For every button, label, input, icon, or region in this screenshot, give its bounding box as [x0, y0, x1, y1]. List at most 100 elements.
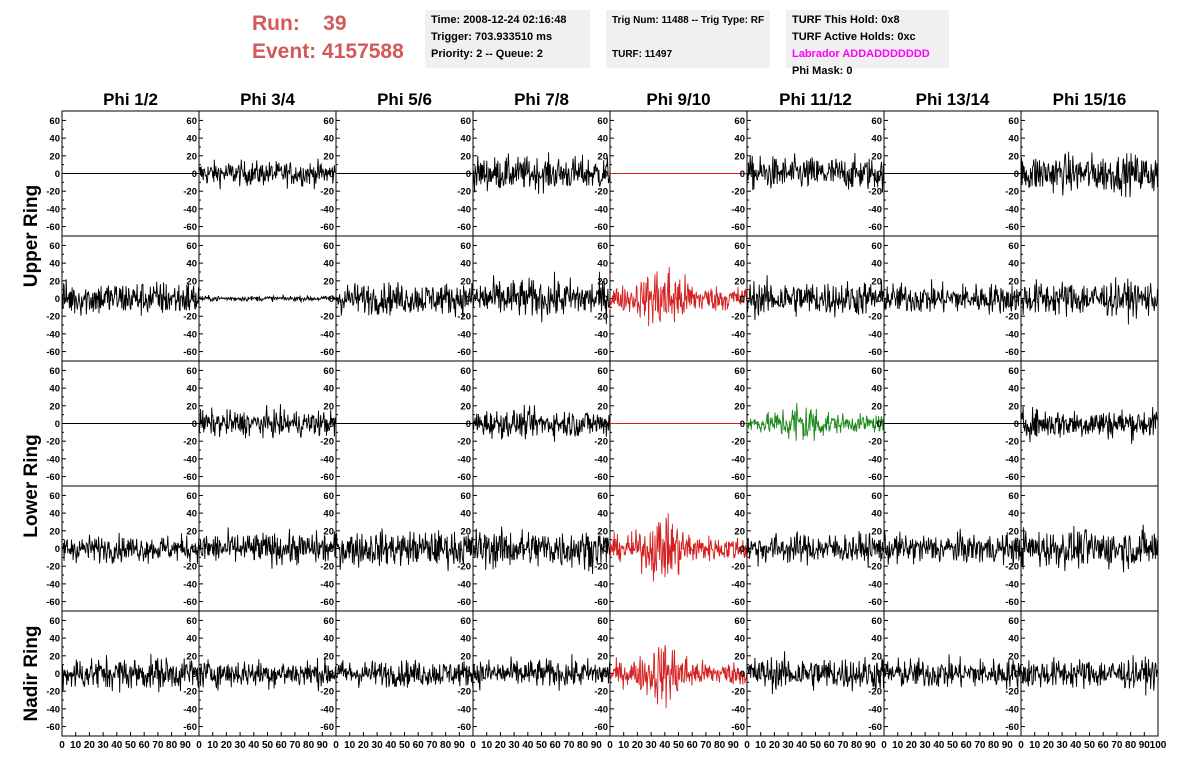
- waveform-trace: [746, 275, 885, 321]
- y-tick-label: -60: [594, 597, 608, 608]
- x-tick-label: 60: [961, 740, 973, 751]
- y-tick-label: -20: [594, 312, 608, 323]
- waveform-trace: [198, 404, 337, 439]
- y-tick-label: -60: [46, 472, 60, 483]
- y-tick-label: 20: [871, 651, 882, 662]
- y-tick-label: 20: [871, 401, 882, 412]
- y-tick-label: 40: [871, 384, 882, 395]
- y-tick-label: -60: [457, 722, 471, 733]
- x-tick-label: 90: [591, 740, 603, 751]
- y-tick-label: -40: [46, 329, 60, 340]
- y-tick-label: -20: [868, 312, 882, 323]
- y-tick-label: -40: [46, 704, 60, 715]
- y-tick-label: 20: [597, 276, 608, 287]
- column-header: Phi 3/4: [240, 90, 295, 109]
- x-tick-label: 60: [824, 740, 836, 751]
- y-tick-label: 0: [55, 669, 60, 680]
- y-tick-label: 20: [597, 651, 608, 662]
- y-tick-label: 0: [1014, 294, 1019, 305]
- y-tick-label: -20: [1005, 437, 1019, 448]
- y-tick-label: -60: [320, 222, 334, 233]
- y-tick-label: -60: [183, 222, 197, 233]
- x-tick-label: 0: [59, 740, 65, 751]
- waveform-trace: [1020, 277, 1159, 325]
- waveform-trace: [472, 152, 611, 195]
- y-tick-label: 60: [49, 491, 60, 502]
- y-tick-label: -20: [183, 312, 197, 323]
- y-tick-label: 0: [1014, 669, 1019, 680]
- y-tick-label: -60: [457, 597, 471, 608]
- y-tick-label: 40: [186, 634, 197, 645]
- y-tick-label: -60: [731, 347, 745, 358]
- y-tick-label: 60: [49, 116, 60, 127]
- x-tick-label: 10: [618, 740, 630, 751]
- y-tick-label: -40: [868, 204, 882, 215]
- x-tick-label: 50: [536, 740, 548, 751]
- x-tick-label: 80: [440, 740, 452, 751]
- y-tick-label: 20: [1008, 526, 1019, 537]
- x-tick-label: 20: [906, 740, 918, 751]
- y-tick-label: 40: [323, 134, 334, 145]
- y-tick-label: 40: [597, 384, 608, 395]
- x-tick-label: 30: [372, 740, 384, 751]
- y-tick-label: -40: [46, 454, 60, 465]
- waveform-trace: [883, 528, 1022, 566]
- y-tick-label: 60: [734, 116, 745, 127]
- y-tick-label: 20: [871, 276, 882, 287]
- y-tick-label: -20: [320, 562, 334, 573]
- y-tick-label: 20: [186, 651, 197, 662]
- x-tick-label: 100: [1150, 740, 1167, 751]
- x-tick-label: 10: [70, 740, 82, 751]
- y-tick-label: -40: [46, 579, 60, 590]
- y-tick-label: 20: [734, 151, 745, 162]
- y-tick-label: 0: [55, 419, 60, 430]
- y-tick-label: -20: [868, 562, 882, 573]
- y-tick-label: -60: [1005, 347, 1019, 358]
- y-tick-label: -60: [46, 722, 60, 733]
- y-tick-label: 60: [49, 366, 60, 377]
- y-tick-label: -20: [320, 437, 334, 448]
- x-tick-label: 0: [1018, 740, 1024, 751]
- y-tick-label: 0: [740, 544, 745, 555]
- x-tick-label: 70: [152, 740, 164, 751]
- phi-mask-text: Phi Mask: 0: [792, 65, 853, 77]
- y-tick-label: 40: [597, 634, 608, 645]
- y-tick-label: 0: [192, 169, 197, 180]
- y-tick-label: -20: [457, 437, 471, 448]
- labrador-text: Labrador ADDADDDDDDD: [792, 48, 930, 60]
- y-tick-label: 40: [1008, 509, 1019, 520]
- column-header: Phi 5/6: [377, 90, 432, 109]
- turf-this-hold-text: TURF This Hold: 0x8: [792, 14, 900, 26]
- y-tick-label: 0: [466, 544, 471, 555]
- x-tick-label: 80: [851, 740, 863, 751]
- x-tick-label: 70: [837, 740, 849, 751]
- y-tick-label: -60: [1005, 597, 1019, 608]
- y-tick-label: -60: [868, 347, 882, 358]
- y-tick-label: 60: [49, 616, 60, 627]
- y-tick-label: 40: [186, 509, 197, 520]
- y-tick-label: 20: [49, 526, 60, 537]
- time-info-box: Time: 2008-12-24 02:16:48 Trigger: 703.9…: [425, 10, 590, 68]
- x-tick-label: 60: [1098, 740, 1110, 751]
- x-tick-label: 30: [235, 740, 247, 751]
- y-tick-label: -60: [731, 722, 745, 733]
- x-tick-label: 80: [988, 740, 1000, 751]
- y-tick-label: -40: [457, 579, 471, 590]
- x-tick-label: 80: [714, 740, 726, 751]
- y-tick-label: 0: [466, 419, 471, 430]
- y-tick-label: -20: [594, 562, 608, 573]
- y-tick-label: 0: [329, 544, 334, 555]
- y-tick-label: -60: [594, 722, 608, 733]
- y-tick-label: 60: [871, 491, 882, 502]
- waveform-trace: [199, 294, 337, 304]
- y-tick-label: -60: [1005, 222, 1019, 233]
- y-tick-label: 20: [734, 651, 745, 662]
- run-label: Run:: [252, 12, 300, 35]
- y-tick-label: -40: [457, 329, 471, 340]
- y-tick-label: 40: [734, 259, 745, 270]
- x-tick-label: 0: [744, 740, 750, 751]
- y-tick-label: 60: [871, 116, 882, 127]
- column-header: Phi 1/2: [103, 90, 158, 109]
- y-tick-label: 60: [1008, 366, 1019, 377]
- y-tick-label: 40: [460, 134, 471, 145]
